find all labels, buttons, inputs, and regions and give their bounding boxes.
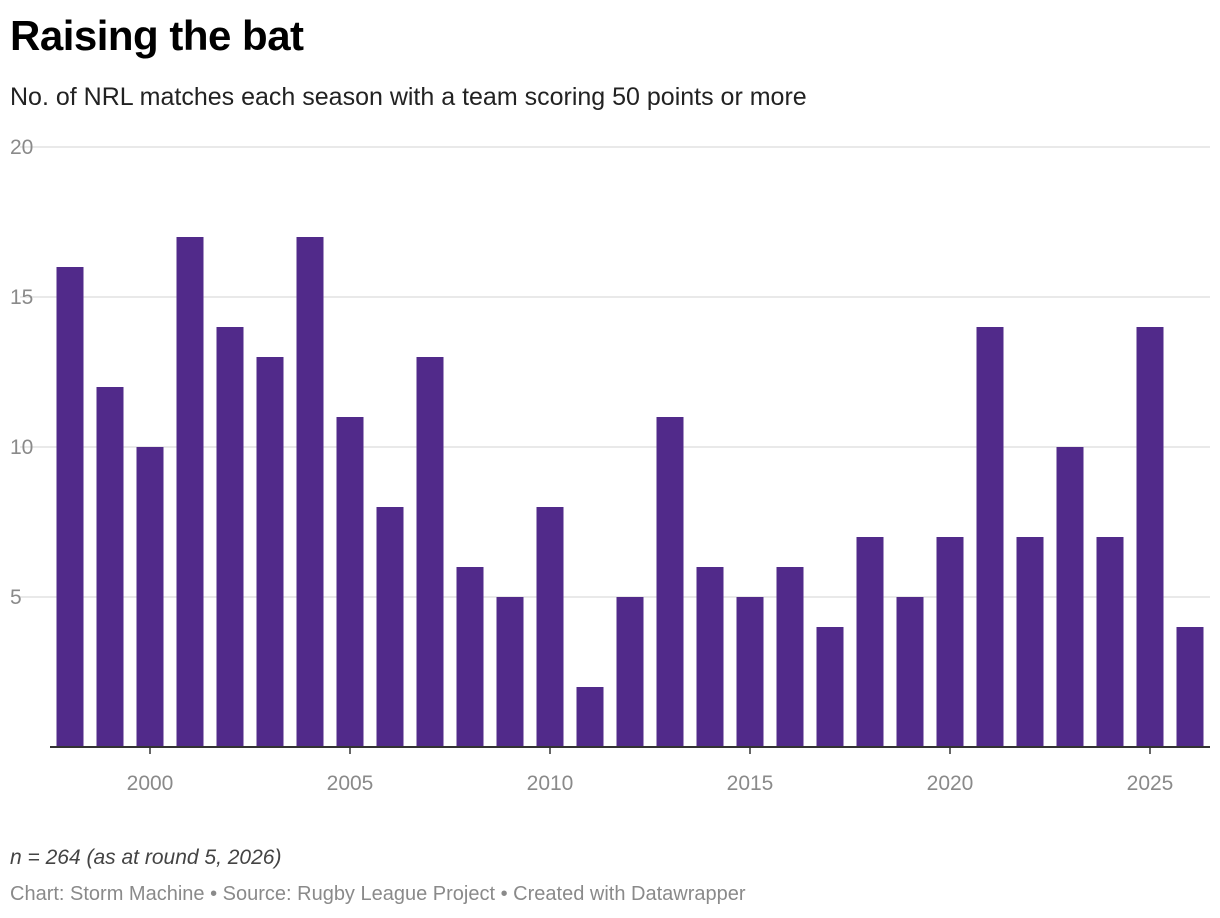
x-tick-label-2000: 2000 [127, 772, 174, 795]
bar-2003 [256, 357, 284, 747]
chart-title: Raising the bat [10, 12, 304, 59]
bar-2021 [976, 327, 1004, 747]
bar-2015 [736, 597, 764, 747]
bar-2013 [656, 417, 684, 747]
footer-separator-2: • [495, 883, 514, 905]
bar-2024 [1096, 537, 1124, 747]
bar-2025 [1136, 327, 1164, 747]
x-tick-label-2015: 2015 [727, 772, 774, 795]
bar-2007 [416, 357, 444, 747]
bar-2020 [936, 537, 964, 747]
bar-2026 [1176, 627, 1204, 747]
x-axis-ticks: 2000 2005 2010 2015 2020 2025 [127, 747, 1174, 795]
bar-2019 [896, 597, 924, 747]
chart-subtitle: No. of NRL matches each season with a te… [10, 83, 807, 111]
chart-notes: n = 264 (as at round 5, 2026) [10, 846, 282, 869]
bar-2017 [816, 627, 844, 747]
footer-separator-1: • [204, 883, 223, 905]
bar-2008 [456, 567, 484, 747]
bar-2016 [776, 567, 804, 747]
chart-footer: Chart: Storm Machine • Source: Rugby Lea… [10, 880, 746, 908]
y-tick-label-5: 5 [10, 586, 22, 609]
bar-2002 [216, 327, 244, 747]
bar-2006 [376, 507, 404, 747]
bar-2010 [536, 507, 564, 747]
bar-2014 [696, 567, 724, 747]
y-tick-label-15: 15 [10, 286, 33, 309]
bar-2023 [1056, 447, 1084, 747]
bar-chart: 5 10 15 20 2000 2005 2010 2015 2020 2025 [10, 136, 1210, 795]
y-axis-ticks: 5 10 15 20 [10, 136, 33, 609]
bar-2004 [296, 237, 324, 747]
bar-2005 [336, 417, 364, 747]
x-tick-label-2025: 2025 [1127, 772, 1174, 795]
bar-2012 [616, 597, 644, 747]
bar-2018 [856, 537, 884, 747]
x-tick-label-2005: 2005 [327, 772, 374, 795]
bar-1998 [56, 267, 84, 747]
bar-1999 [96, 387, 124, 747]
bar-2001 [176, 237, 204, 747]
footer-source: Source: Rugby League Project [222, 883, 496, 905]
bar-2000 [136, 447, 164, 747]
footer-credit: Chart: Storm Machine [10, 883, 205, 905]
y-tick-label-10: 10 [10, 436, 33, 459]
x-tick-label-2010: 2010 [527, 772, 574, 795]
bar-2022 [1016, 537, 1044, 747]
bars [56, 237, 1204, 747]
x-tick-label-2020: 2020 [927, 772, 974, 795]
footer-tool: Created with Datawrapper [513, 883, 746, 905]
bar-2009 [496, 597, 524, 747]
bar-2011 [576, 687, 604, 747]
y-tick-label-20: 20 [10, 136, 33, 159]
